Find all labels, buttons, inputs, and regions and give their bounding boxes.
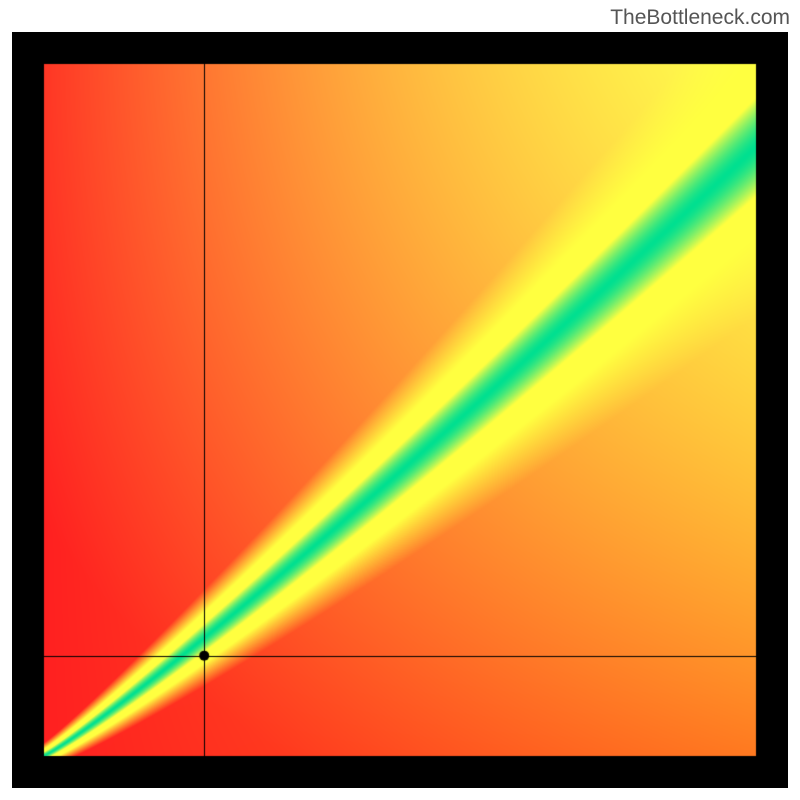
attribution-text: TheBottleneck.com <box>610 6 790 30</box>
bottleneck-heatmap <box>12 32 788 788</box>
heatmap-canvas <box>12 32 788 788</box>
